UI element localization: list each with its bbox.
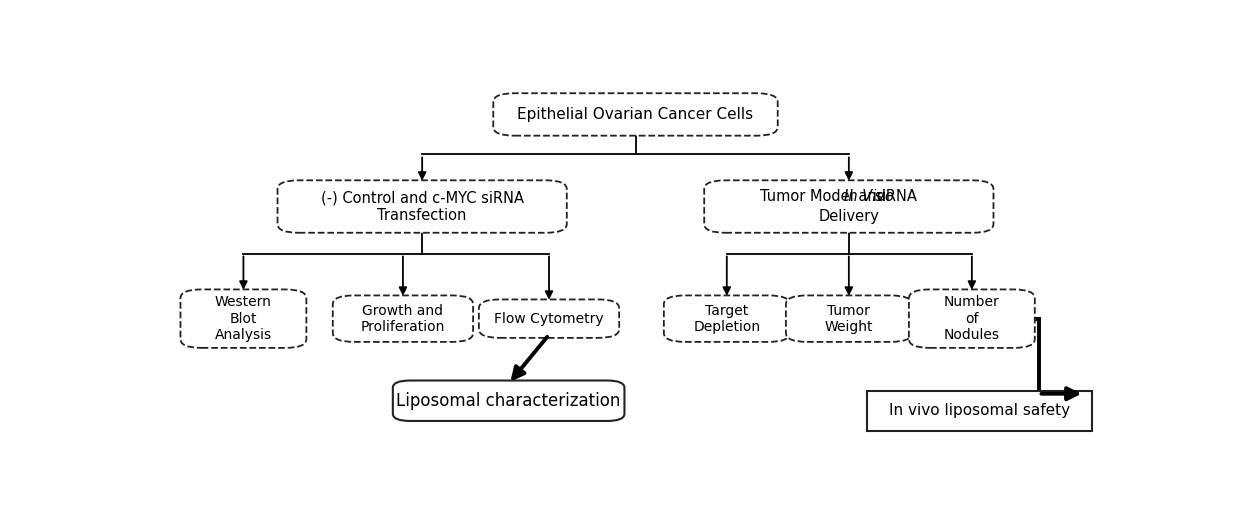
Text: In Vivo: In Vivo — [844, 189, 894, 204]
Text: In vivo liposomal safety: In vivo liposomal safety — [889, 403, 1070, 418]
FancyBboxPatch shape — [278, 180, 567, 233]
FancyBboxPatch shape — [494, 93, 777, 136]
Text: Liposomal characterization: Liposomal characterization — [397, 392, 621, 410]
Text: (-) Control and c-MYC siRNA
Transfection: (-) Control and c-MYC siRNA Transfection — [321, 190, 523, 223]
FancyBboxPatch shape — [479, 300, 619, 338]
Text: Flow Cytometry: Flow Cytometry — [495, 311, 604, 326]
FancyBboxPatch shape — [867, 391, 1092, 431]
FancyBboxPatch shape — [786, 295, 911, 342]
FancyBboxPatch shape — [663, 295, 790, 342]
Text: Growth and
Proliferation: Growth and Proliferation — [361, 304, 445, 334]
FancyBboxPatch shape — [181, 290, 306, 348]
Text: Delivery: Delivery — [818, 209, 879, 224]
Text: Western
Blot
Analysis: Western Blot Analysis — [215, 295, 272, 342]
Text: Epithelial Ovarian Cancer Cells: Epithelial Ovarian Cancer Cells — [517, 107, 754, 122]
FancyBboxPatch shape — [909, 290, 1035, 348]
Text: Tumor Model and: Tumor Model and — [760, 189, 885, 204]
Text: Target
Depletion: Target Depletion — [693, 304, 760, 334]
FancyBboxPatch shape — [704, 180, 993, 233]
FancyBboxPatch shape — [393, 381, 625, 421]
Text: Tumor
Weight: Tumor Weight — [825, 304, 873, 334]
Text: siRNA: siRNA — [874, 189, 916, 204]
Text: Number
of
Nodules: Number of Nodules — [944, 295, 999, 342]
FancyBboxPatch shape — [332, 295, 474, 342]
